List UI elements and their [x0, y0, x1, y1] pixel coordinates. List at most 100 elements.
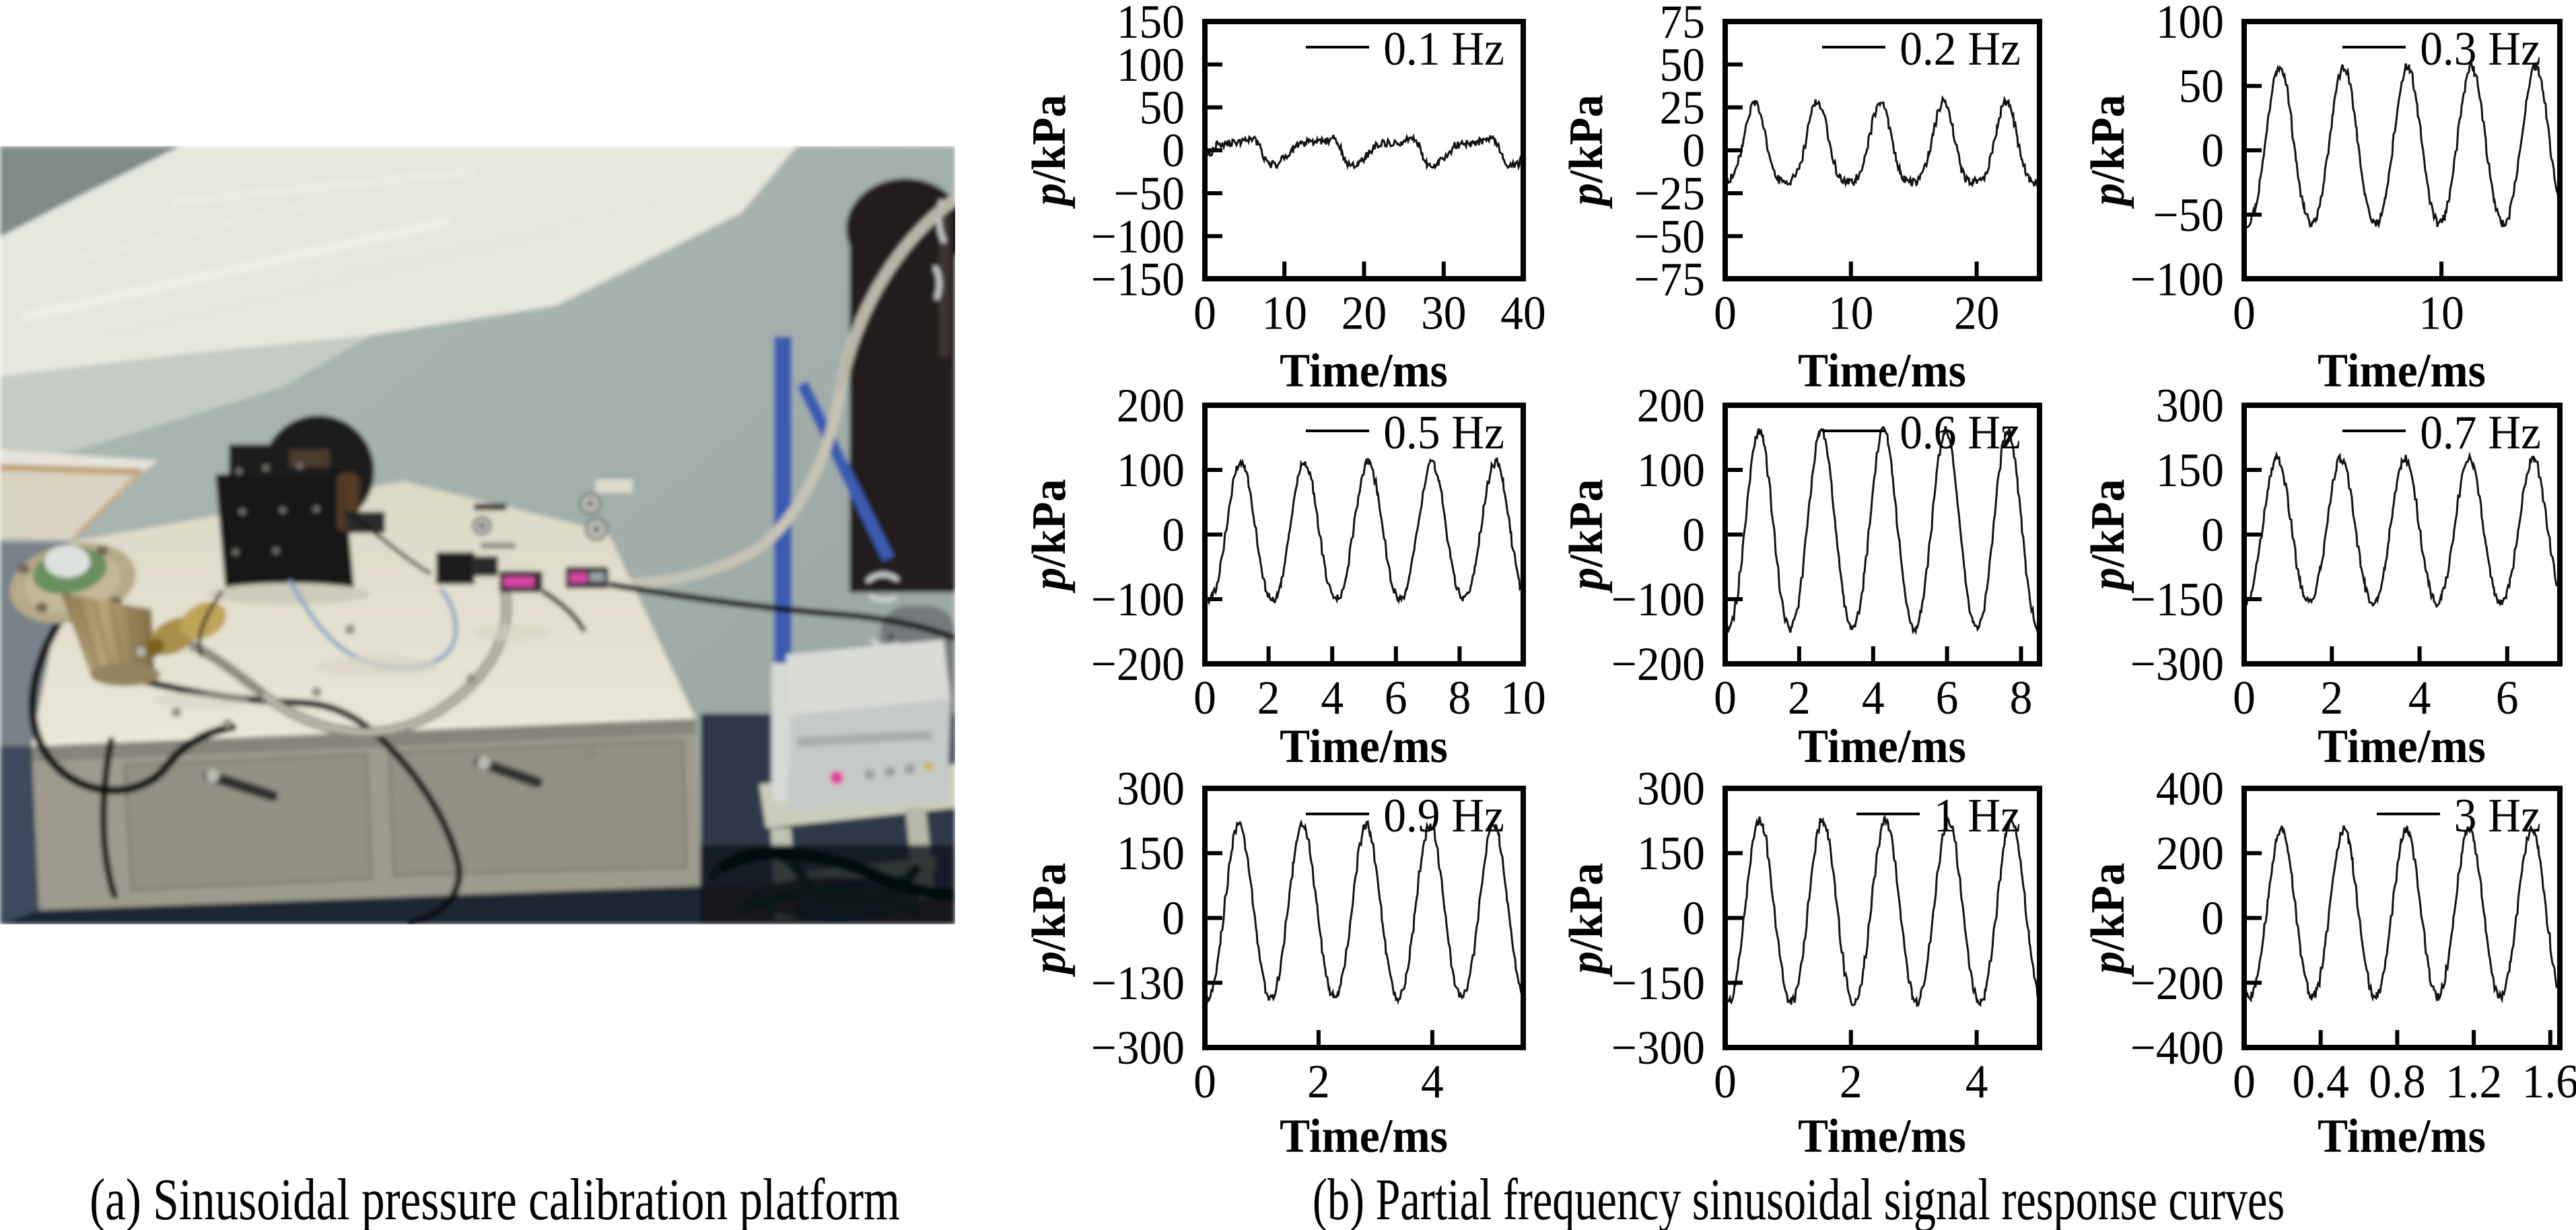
svg-text:−50: −50 [1634, 209, 1705, 263]
svg-text:0: 0 [1162, 891, 1185, 945]
svg-text:0.9 Hz: 0.9 Hz [1383, 788, 1504, 842]
svg-text:150: 150 [1117, 827, 1185, 880]
svg-text:50: 50 [1140, 81, 1185, 134]
svg-text:−150: −150 [1091, 252, 1185, 306]
svg-text:Time/ms: Time/ms [2318, 343, 2486, 397]
svg-text:300: 300 [1637, 761, 1705, 815]
svg-text:200: 200 [1117, 378, 1185, 432]
svg-text:10: 10 [1500, 671, 1545, 724]
svg-text:2: 2 [1307, 1054, 1330, 1107]
svg-text:Time/ms: Time/ms [1798, 343, 1966, 397]
svg-text:200: 200 [2156, 827, 2224, 880]
svg-text:−300: −300 [1611, 1021, 1705, 1074]
svg-text:p/kPa: p/kPa [2081, 95, 2134, 209]
svg-text:0: 0 [1162, 124, 1185, 177]
svg-text:−200: −200 [2130, 956, 2224, 1009]
svg-text:0.4: 0.4 [2293, 1054, 2349, 1107]
svg-text:0.5 Hz: 0.5 Hz [1383, 405, 1504, 458]
svg-text:100: 100 [1117, 38, 1185, 91]
svg-text:0: 0 [1682, 508, 1705, 561]
svg-text:−100: −100 [1091, 209, 1185, 263]
svg-text:100: 100 [1117, 443, 1185, 496]
svg-text:2: 2 [1257, 671, 1280, 724]
svg-text:300: 300 [2156, 378, 2224, 432]
svg-text:−25: −25 [1634, 166, 1705, 219]
svg-text:75: 75 [1660, 0, 1705, 48]
svg-text:0: 0 [1682, 124, 1705, 177]
svg-text:−200: −200 [1611, 637, 1705, 690]
svg-text:40: 40 [1500, 286, 1545, 339]
svg-text:−200: −200 [1091, 637, 1185, 690]
svg-text:−300: −300 [2130, 637, 2224, 690]
svg-text:10: 10 [2418, 286, 2464, 339]
svg-text:2: 2 [2320, 671, 2343, 724]
svg-text:6: 6 [1385, 671, 1407, 724]
svg-text:0.1 Hz: 0.1 Hz [1383, 22, 1504, 75]
svg-text:0.8: 0.8 [2369, 1054, 2425, 1107]
svg-text:150: 150 [1637, 827, 1705, 880]
svg-text:8: 8 [2010, 671, 2033, 724]
svg-text:10: 10 [1828, 286, 1873, 339]
svg-text:0.3 Hz: 0.3 Hz [2420, 22, 2541, 75]
svg-text:1 Hz: 1 Hz [1934, 788, 2021, 842]
svg-text:0: 0 [1714, 286, 1737, 339]
svg-text:(b) Partial frequency sinusoid: (b) Partial frequency sinusoidal signal … [1313, 1167, 2285, 1230]
svg-text:p/kPa: p/kPa [2081, 479, 2134, 594]
svg-text:0: 0 [1193, 286, 1216, 339]
svg-text:−100: −100 [1091, 572, 1185, 625]
svg-text:0.6 Hz: 0.6 Hz [1900, 405, 2021, 458]
svg-text:Time/ms: Time/ms [2318, 1109, 2486, 1162]
svg-text:20: 20 [1342, 286, 1387, 339]
svg-text:−150: −150 [2130, 572, 2224, 625]
svg-text:Time/ms: Time/ms [1280, 343, 1448, 397]
svg-text:25: 25 [1660, 81, 1705, 134]
svg-text:4: 4 [1862, 671, 1885, 724]
svg-text:4: 4 [1421, 1054, 1444, 1107]
svg-text:3 Hz: 3 Hz [2454, 788, 2541, 842]
svg-text:4: 4 [1321, 671, 1344, 724]
svg-text:−75: −75 [1634, 252, 1705, 306]
svg-text:(a) Sinusoidal pressure calibr: (a) Sinusoidal pressure calibration plat… [90, 1167, 900, 1230]
svg-text:100: 100 [1637, 443, 1705, 496]
svg-text:0: 0 [1682, 891, 1705, 945]
svg-text:4: 4 [2408, 671, 2431, 724]
svg-text:150: 150 [2156, 443, 2224, 496]
svg-text:0: 0 [1193, 671, 1216, 724]
svg-text:400: 400 [2156, 761, 2224, 815]
svg-text:0: 0 [1193, 1054, 1216, 1107]
svg-text:p/kPa: p/kPa [1022, 95, 1075, 209]
svg-text:100: 100 [2156, 0, 2224, 48]
svg-text:4: 4 [1965, 1054, 1988, 1107]
svg-text:20: 20 [1954, 286, 1999, 339]
svg-text:p/kPa: p/kPa [1559, 95, 1612, 209]
svg-text:200: 200 [1637, 378, 1705, 432]
svg-text:0: 0 [2233, 1054, 2256, 1107]
svg-text:2: 2 [1840, 1054, 1863, 1107]
svg-text:50: 50 [2179, 59, 2224, 112]
svg-text:p/kPa: p/kPa [1559, 863, 1612, 978]
svg-text:0: 0 [2201, 124, 2224, 177]
svg-text:0.7 Hz: 0.7 Hz [2420, 405, 2541, 458]
svg-text:0: 0 [2233, 671, 2256, 724]
svg-text:150: 150 [1117, 0, 1185, 48]
svg-text:Time/ms: Time/ms [2318, 719, 2486, 772]
svg-text:50: 50 [1660, 38, 1705, 91]
svg-text:0.2 Hz: 0.2 Hz [1900, 22, 2021, 75]
svg-text:30: 30 [1421, 286, 1466, 339]
svg-text:1.2: 1.2 [2445, 1054, 2502, 1107]
svg-text:Time/ms: Time/ms [1798, 719, 1966, 772]
svg-text:−100: −100 [2130, 252, 2224, 306]
svg-text:0: 0 [2233, 286, 2256, 339]
svg-text:p/kPa: p/kPa [1022, 479, 1075, 594]
svg-text:p/kPa: p/kPa [2081, 863, 2134, 978]
svg-text:2: 2 [1788, 671, 1811, 724]
svg-text:1.6: 1.6 [2522, 1054, 2576, 1107]
svg-text:Time/ms: Time/ms [1798, 1109, 1966, 1162]
svg-text:Time/ms: Time/ms [1280, 719, 1448, 772]
svg-text:0: 0 [2201, 508, 2224, 561]
svg-text:−50: −50 [1114, 166, 1185, 219]
svg-text:−50: −50 [2153, 188, 2224, 241]
svg-text:300: 300 [1117, 761, 1185, 815]
svg-text:−300: −300 [1091, 1021, 1185, 1074]
svg-text:6: 6 [2496, 671, 2519, 724]
